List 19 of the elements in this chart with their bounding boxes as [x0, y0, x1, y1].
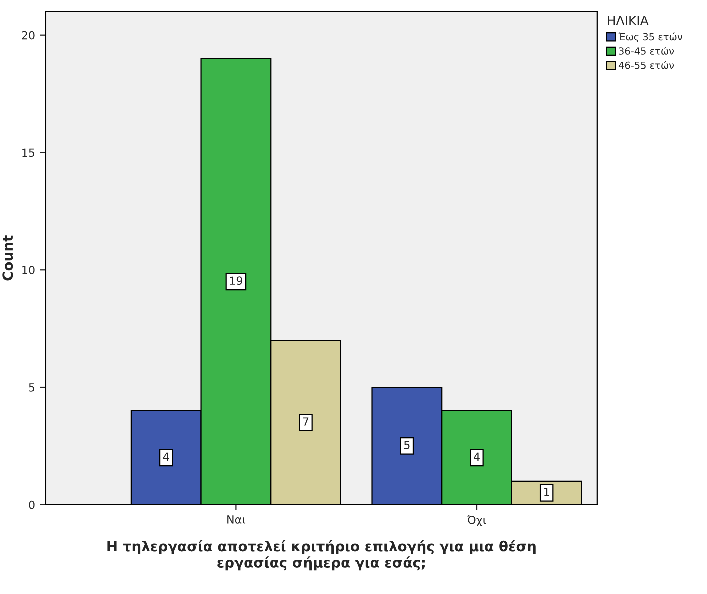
- x-tick-label: Όχι: [467, 515, 486, 527]
- legend-title: ΗΛΙΚΙΑ: [608, 16, 649, 26]
- y-tick-label: 20: [22, 31, 35, 40]
- x-tick-label: Ναι: [228, 516, 246, 524]
- x-axis-title: Η τηλεργασία αποτελεί κριτήριο επιλογής για μια θέση εργασίας σήμερα για εσάς;: [108, 540, 536, 571]
- data-label: 4: [163, 452, 170, 462]
- y-tick-label: 0: [29, 500, 35, 510]
- legend-label: Έως 35 ετών: [618, 32, 682, 43]
- y-tick-label: 15: [22, 148, 35, 158]
- data-label: 19: [230, 276, 242, 286]
- data-label: 4: [474, 452, 480, 462]
- legend-label: 46-55 ετών: [618, 61, 674, 70]
- y-tick-label: 5: [29, 384, 35, 392]
- data-label: 5: [404, 441, 410, 450]
- y-axis-title: Count: [2, 236, 14, 281]
- data-label: 1: [544, 488, 550, 496]
- legend-label: 36-45 ετών: [619, 47, 674, 55]
- data-label: 7: [303, 418, 309, 426]
- y-tick-label: 10: [22, 266, 35, 275]
